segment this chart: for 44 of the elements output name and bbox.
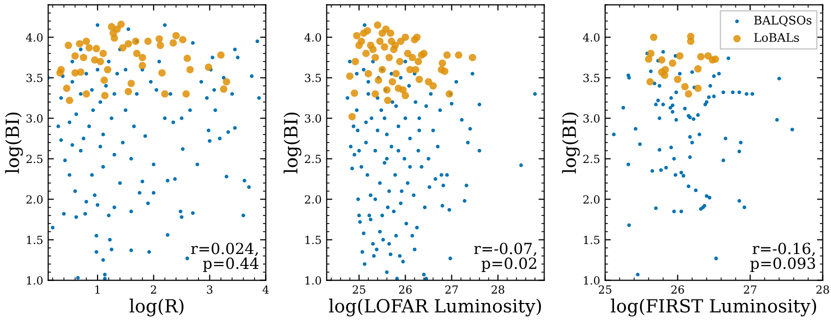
x-tick-label: 3	[206, 285, 212, 294]
y-tick-label: 1.0	[584, 276, 600, 285]
y-tick-label: 2.0	[583, 195, 600, 204]
y-axis-title: log(BI)	[562, 112, 580, 174]
y-tick-label: 2.5	[583, 154, 600, 164]
y-tick-label: 3.5	[26, 74, 42, 82]
x-tick-label: 26	[399, 285, 412, 294]
x-tick-label: 26	[671, 285, 684, 294]
y-tick-label: 1.0	[27, 276, 43, 285]
annotation: r=0.024, p=0.44	[191, 242, 258, 272]
y-tick-label: 2.0	[26, 195, 43, 204]
x-tick-label: 1	[95, 285, 100, 294]
y-tick-label: 1.0	[305, 276, 322, 285]
y-tick-label: 1.5	[584, 236, 600, 244]
x-axis-title: log(R)	[130, 298, 184, 316]
y-axis-title: log(BI)	[5, 112, 23, 174]
y-tick-label: 3.5	[304, 74, 321, 82]
y-tick-label: 3.0	[304, 114, 322, 123]
y-tick-label: 4.0	[582, 33, 600, 42]
x-tick-label: 27	[445, 285, 458, 294]
y-tick-label: 3.5	[583, 74, 600, 82]
x-tick-label: 25	[598, 285, 612, 294]
x-tick-label: 4	[262, 285, 269, 294]
y-tick-label: 2.5	[26, 154, 42, 164]
y-tick-label: 4.0	[26, 33, 43, 42]
x-axis-title: log(FIRST Luminosity)	[610, 298, 816, 316]
y-tick-label: 3.0	[26, 114, 43, 123]
annotation: r=-0.07, p=0.02	[474, 242, 536, 272]
x-axis-title: log(LOFAR Luminosity)	[329, 298, 541, 316]
y-tick-label: 2.0	[304, 195, 322, 204]
x-tick-label: 27	[744, 285, 756, 294]
x-tick-label: 28	[492, 285, 504, 294]
y-tick-label: 1.5	[27, 236, 42, 244]
x-tick-label: 2	[150, 285, 156, 294]
annotation: r=-0.16, p=0.093	[750, 242, 816, 272]
y-axis-title: log(BI)	[284, 112, 302, 174]
legend-label: LoBALs	[754, 33, 799, 42]
y-tick-label: 1.5	[305, 236, 321, 244]
y-tick-label: 2.5	[304, 154, 321, 164]
y-tick-label: 4.0	[304, 33, 322, 42]
x-tick-label: 28	[816, 285, 830, 294]
x-tick-label: 25	[352, 285, 366, 294]
legend-label: BALQSOs	[754, 16, 812, 26]
y-tick-label: 3.0	[583, 114, 600, 123]
